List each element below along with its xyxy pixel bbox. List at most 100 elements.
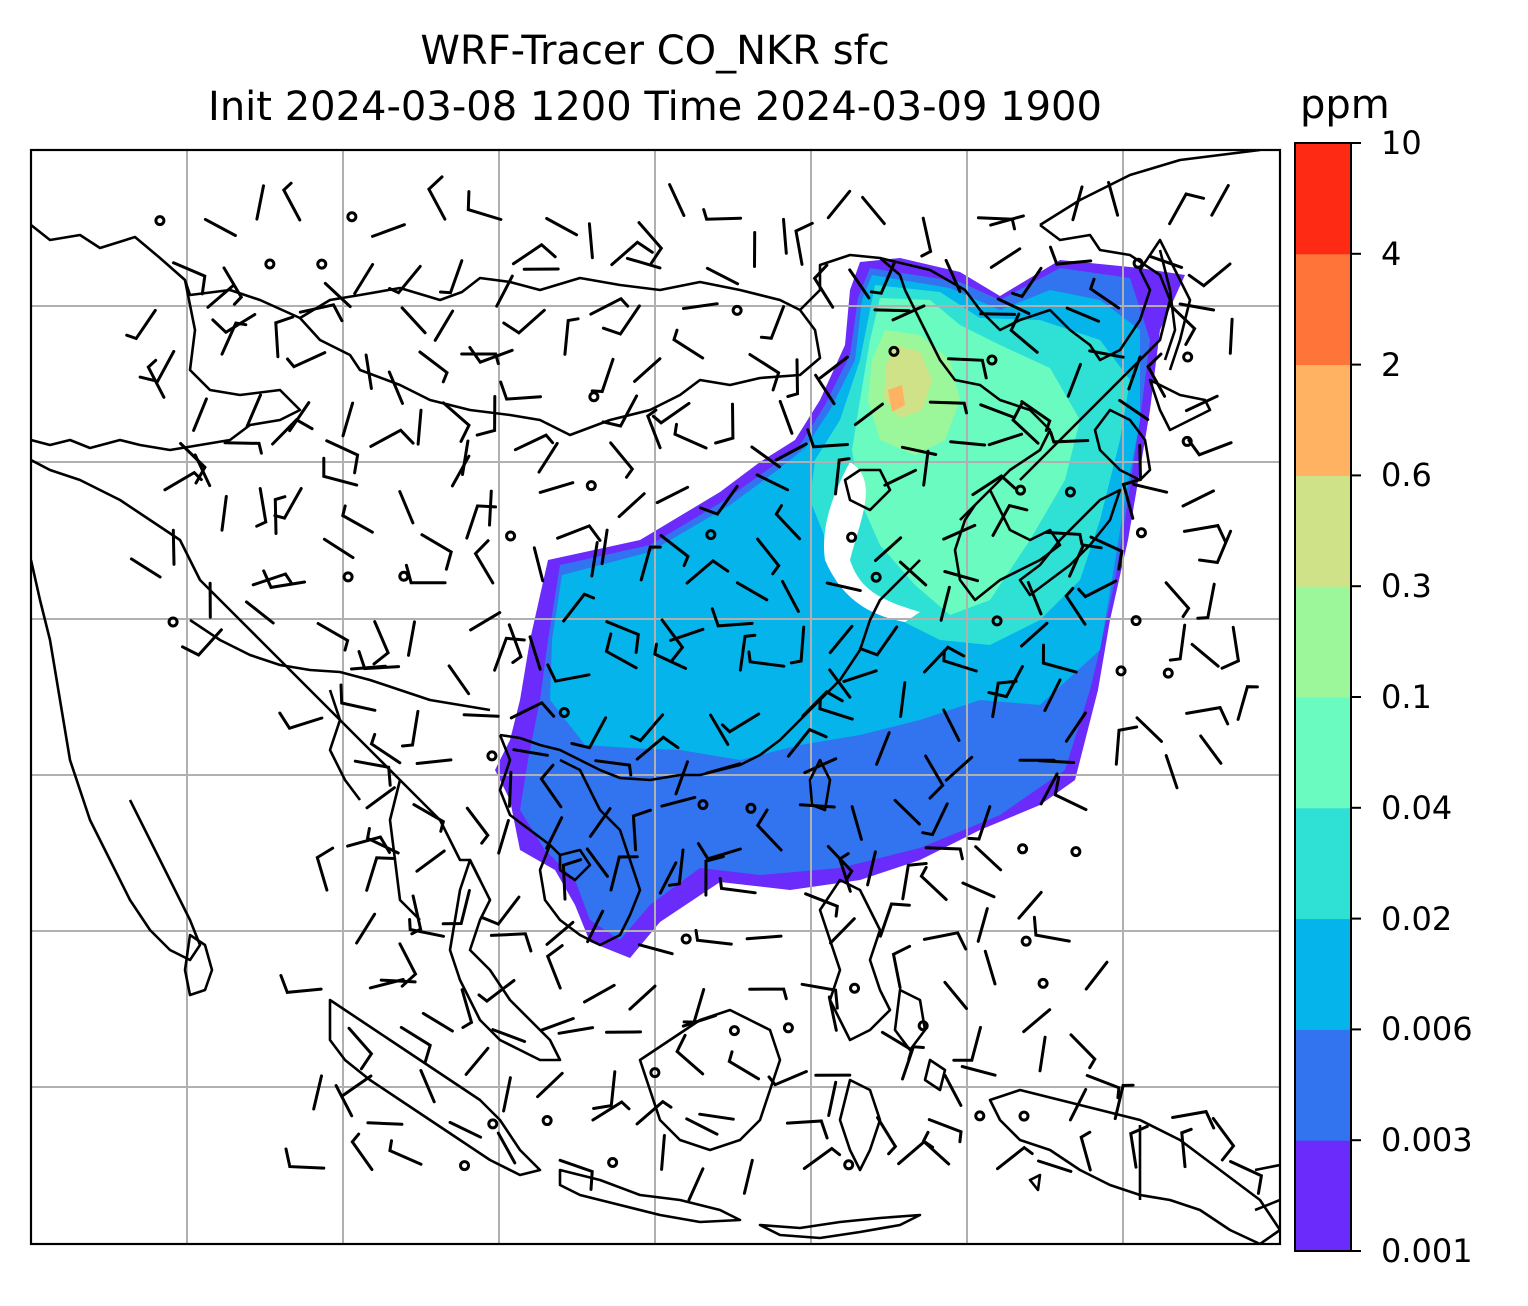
wind-barb bbox=[288, 401, 311, 433]
calm-wind-marker bbox=[846, 531, 858, 543]
wind-barb bbox=[803, 757, 838, 775]
wind-barb bbox=[653, 642, 688, 670]
colorbar bbox=[1294, 142, 1361, 1252]
wind-barb bbox=[255, 184, 265, 221]
wind-barb bbox=[475, 395, 497, 437]
wind-barb bbox=[755, 473, 790, 492]
wind-barb bbox=[365, 856, 397, 892]
wind-barb bbox=[466, 190, 503, 221]
wind-barb bbox=[298, 303, 344, 323]
wind-barb bbox=[357, 650, 401, 671]
wind-barb bbox=[979, 403, 1015, 419]
malay-peninsula bbox=[448, 858, 562, 1062]
wind-barb bbox=[971, 474, 1017, 497]
wind-barb bbox=[774, 442, 808, 462]
colorbar-segment bbox=[1295, 1140, 1351, 1252]
wind-barb bbox=[879, 902, 911, 938]
wind-barb bbox=[785, 1119, 829, 1140]
wind-barb bbox=[1118, 398, 1150, 421]
philippines-coast bbox=[818, 878, 927, 1052]
wind-barb bbox=[1229, 1160, 1264, 1195]
wind-barb bbox=[987, 432, 1024, 447]
calm-wind-marker bbox=[558, 707, 570, 719]
wind-barb bbox=[702, 208, 743, 221]
wind-barb bbox=[893, 798, 921, 826]
colorbar-segment bbox=[1295, 586, 1351, 698]
wind-barb bbox=[1146, 352, 1167, 398]
wind-barb bbox=[1066, 362, 1082, 398]
wind-barb bbox=[489, 932, 533, 953]
wind-barb bbox=[513, 433, 555, 452]
calm-wind-marker bbox=[705, 529, 717, 541]
wind-barb bbox=[138, 349, 176, 384]
wind-barb bbox=[850, 805, 863, 841]
wind-barb bbox=[944, 258, 962, 293]
wind-barb bbox=[1039, 772, 1059, 806]
calm-wind-marker bbox=[459, 1160, 471, 1172]
small-island-2 bbox=[1028, 1173, 1042, 1192]
calm-wind-marker bbox=[1135, 527, 1147, 539]
calm-wind-marker bbox=[1130, 615, 1142, 627]
himalaya-border bbox=[189, 618, 491, 712]
wind-barb bbox=[1107, 181, 1120, 217]
wind-barb bbox=[778, 399, 794, 435]
wind-barb bbox=[928, 400, 968, 415]
calm-wind-marker bbox=[728, 1025, 740, 1037]
wind-barb bbox=[694, 928, 733, 946]
wind-barb bbox=[491, 1028, 527, 1043]
wind-barb bbox=[989, 214, 1025, 227]
wind-barb bbox=[379, 978, 417, 984]
wind-barb bbox=[674, 760, 689, 796]
manchuria-russia-border bbox=[879, 238, 1192, 371]
map-subtitle: Init 2024-03-08 1200 Time 2024-03-09 190… bbox=[208, 84, 1102, 130]
wind-barb bbox=[1180, 1127, 1193, 1169]
colorbar-segment bbox=[1295, 918, 1351, 1030]
wind-barb bbox=[617, 492, 646, 519]
russia-mongolia-border bbox=[31, 223, 907, 320]
wind-barb bbox=[439, 259, 464, 295]
wind-barb bbox=[1211, 1117, 1236, 1162]
wind-barb bbox=[477, 979, 516, 1003]
bangladesh-border bbox=[328, 689, 362, 801]
calm-wind-marker bbox=[1115, 665, 1127, 677]
wind-barb bbox=[1011, 402, 1040, 445]
calm-wind-marker bbox=[167, 616, 179, 628]
wind-barb bbox=[628, 984, 657, 1011]
wind-barb bbox=[281, 181, 302, 222]
wind-barb bbox=[1121, 443, 1143, 486]
calm-wind-marker bbox=[991, 615, 1003, 627]
wind-barb bbox=[353, 759, 392, 787]
colorbar-segment bbox=[1295, 143, 1351, 255]
wind-barb bbox=[181, 628, 223, 657]
wind-barb bbox=[960, 1065, 997, 1077]
wind-barb bbox=[1049, 430, 1090, 444]
wind-barb bbox=[570, 716, 608, 750]
wind-barb bbox=[371, 223, 406, 238]
wind-barb bbox=[497, 819, 510, 855]
wind-barb bbox=[1113, 1083, 1135, 1121]
wind-barb bbox=[412, 803, 446, 833]
calm-wind-marker bbox=[974, 1110, 986, 1122]
colorbar-segment bbox=[1295, 807, 1351, 920]
wind-barb bbox=[590, 357, 615, 394]
wind-barb bbox=[1049, 245, 1093, 266]
wind-barb bbox=[1068, 1088, 1088, 1122]
wind-barb bbox=[341, 401, 355, 438]
wind-barb bbox=[1038, 1035, 1047, 1073]
wind-barb bbox=[538, 481, 575, 494]
wind-barb bbox=[806, 428, 849, 449]
wind-barb bbox=[901, 1045, 925, 1081]
wind-barb bbox=[372, 620, 390, 666]
wind-barb bbox=[996, 297, 1031, 315]
wind-barb bbox=[604, 632, 638, 670]
wind-barb bbox=[271, 417, 314, 446]
calm-wind-marker bbox=[342, 571, 354, 583]
colorbar-tick-label: 10 bbox=[1381, 124, 1422, 162]
wind-barb bbox=[919, 865, 948, 901]
wind-barb bbox=[600, 528, 609, 566]
wind-barb bbox=[1220, 625, 1241, 670]
calm-wind-marker bbox=[849, 982, 861, 994]
colorbar-segments bbox=[1295, 143, 1351, 1252]
calm-wind-marker bbox=[745, 802, 757, 814]
colorbar-segment bbox=[1295, 364, 1351, 476]
